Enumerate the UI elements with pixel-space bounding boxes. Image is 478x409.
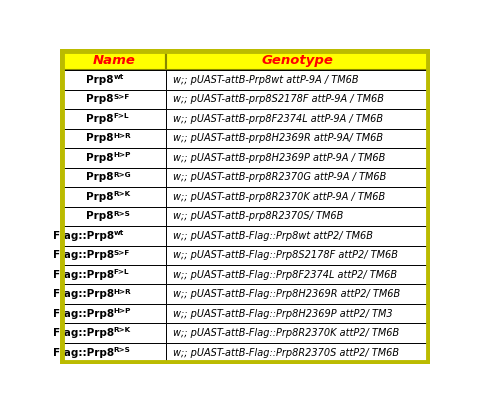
Bar [166, 343, 428, 362]
Text: Name: Name [92, 54, 135, 67]
Text: w;; pUAST-attB-prp8R2370K attP-9A / TM6B: w;; pUAST-attB-prp8R2370K attP-9A / TM6B [173, 192, 385, 202]
Text: Prp8: Prp8 [87, 133, 114, 143]
Text: H>R: H>R [114, 133, 131, 139]
Text: w;; pUAST-attB-prp8H2369P attP-9A / TM6B: w;; pUAST-attB-prp8H2369P attP-9A / TM6B [173, 153, 385, 163]
Bar [62, 90, 166, 109]
Bar [62, 265, 166, 285]
Bar [62, 148, 166, 168]
Text: F>L: F>L [114, 113, 130, 119]
Text: H>R: H>R [114, 288, 131, 294]
Text: Prp8: Prp8 [87, 114, 114, 124]
Text: R>S: R>S [114, 211, 131, 216]
Bar [166, 304, 428, 324]
Text: H>P: H>P [114, 152, 131, 158]
Text: Flag::Prp8: Flag::Prp8 [53, 250, 114, 260]
Bar [62, 109, 166, 128]
Text: w;; pUAST-attB-prp8S2178F attP-9A / TM6B: w;; pUAST-attB-prp8S2178F attP-9A / TM6B [173, 94, 384, 104]
Text: w;; pUAST-attB-Flag::Prp8R2370K attP2/ TM6B: w;; pUAST-attB-Flag::Prp8R2370K attP2/ T… [173, 328, 399, 338]
Bar [166, 51, 428, 70]
Text: Flag::Prp8: Flag::Prp8 [53, 328, 114, 338]
Text: w;; pUAST-attB-prp8R2370G attP-9A / TM6B: w;; pUAST-attB-prp8R2370G attP-9A / TM6B [173, 172, 386, 182]
Text: F>L: F>L [114, 269, 130, 275]
Text: S>F: S>F [114, 249, 130, 256]
Bar [166, 265, 428, 285]
Bar [62, 207, 166, 226]
Bar [166, 168, 428, 187]
Text: S>F: S>F [114, 94, 130, 100]
Bar [62, 285, 166, 304]
Text: wt: wt [114, 230, 124, 236]
Text: Prp8: Prp8 [87, 211, 114, 221]
Bar [62, 168, 166, 187]
Text: w;; pUAST-attB-Flag::Prp8R2370S attP2/ TM6B: w;; pUAST-attB-Flag::Prp8R2370S attP2/ T… [173, 348, 399, 358]
Bar [62, 324, 166, 343]
Text: w;; pUAST-attB-Flag::Prp8H2369R attP2/ TM6B: w;; pUAST-attB-Flag::Prp8H2369R attP2/ T… [173, 289, 400, 299]
Text: R>K: R>K [114, 328, 131, 333]
Text: w;; pUAST-attB-Prp8wt attP-9A / TM6B: w;; pUAST-attB-Prp8wt attP-9A / TM6B [173, 75, 358, 85]
Text: Genotype: Genotype [261, 54, 333, 67]
Text: w;; pUAST-attB-prp8F2374L attP-9A / TM6B: w;; pUAST-attB-prp8F2374L attP-9A / TM6B [173, 114, 383, 124]
Bar [166, 285, 428, 304]
Text: H>P: H>P [114, 308, 131, 314]
Text: w;; pUAST-attB-Flag::Prp8wt attP2/ TM6B: w;; pUAST-attB-Flag::Prp8wt attP2/ TM6B [173, 231, 373, 241]
Text: Flag::Prp8: Flag::Prp8 [53, 231, 114, 241]
Text: Prp8: Prp8 [87, 172, 114, 182]
Bar [166, 226, 428, 245]
Text: Prp8: Prp8 [87, 75, 114, 85]
Text: R>S: R>S [114, 347, 131, 353]
Text: Prp8: Prp8 [87, 94, 114, 104]
Bar [62, 187, 166, 207]
Bar [166, 128, 428, 148]
Bar [62, 226, 166, 245]
Text: Flag::Prp8: Flag::Prp8 [53, 289, 114, 299]
Text: Prp8: Prp8 [87, 192, 114, 202]
Bar [62, 51, 166, 70]
Text: w;; pUAST-attB-Flag::Prp8H2369P attP2/ TM3: w;; pUAST-attB-Flag::Prp8H2369P attP2/ T… [173, 309, 392, 319]
Text: R>G: R>G [114, 172, 131, 178]
Text: Flag::Prp8: Flag::Prp8 [53, 309, 114, 319]
Text: w;; pUAST-attB-Flag::Prp8F2374L attP2/ TM6B: w;; pUAST-attB-Flag::Prp8F2374L attP2/ T… [173, 270, 397, 280]
Bar [166, 207, 428, 226]
Text: R>K: R>K [114, 191, 131, 197]
Text: Flag::Prp8: Flag::Prp8 [53, 348, 114, 358]
Text: Flag::Prp8: Flag::Prp8 [53, 270, 114, 280]
Bar [166, 90, 428, 109]
Text: Prp8: Prp8 [87, 153, 114, 163]
Bar [166, 148, 428, 168]
Text: w;; pUAST-attB-prp8H2369R attP-9A/ TM6B: w;; pUAST-attB-prp8H2369R attP-9A/ TM6B [173, 133, 383, 143]
Bar [62, 304, 166, 324]
Bar [166, 109, 428, 128]
Bar [166, 245, 428, 265]
Bar [62, 245, 166, 265]
Bar [166, 187, 428, 207]
Text: w;; pUAST-attB-Flag::Prp8S2178F attP2/ TM6B: w;; pUAST-attB-Flag::Prp8S2178F attP2/ T… [173, 250, 398, 260]
Text: w;; pUAST-attB-prp8R2370S/ TM6B: w;; pUAST-attB-prp8R2370S/ TM6B [173, 211, 343, 221]
Bar [62, 70, 166, 90]
Bar [166, 70, 428, 90]
Bar [62, 343, 166, 362]
Text: wt: wt [114, 74, 124, 80]
Bar [62, 128, 166, 148]
Bar [166, 324, 428, 343]
